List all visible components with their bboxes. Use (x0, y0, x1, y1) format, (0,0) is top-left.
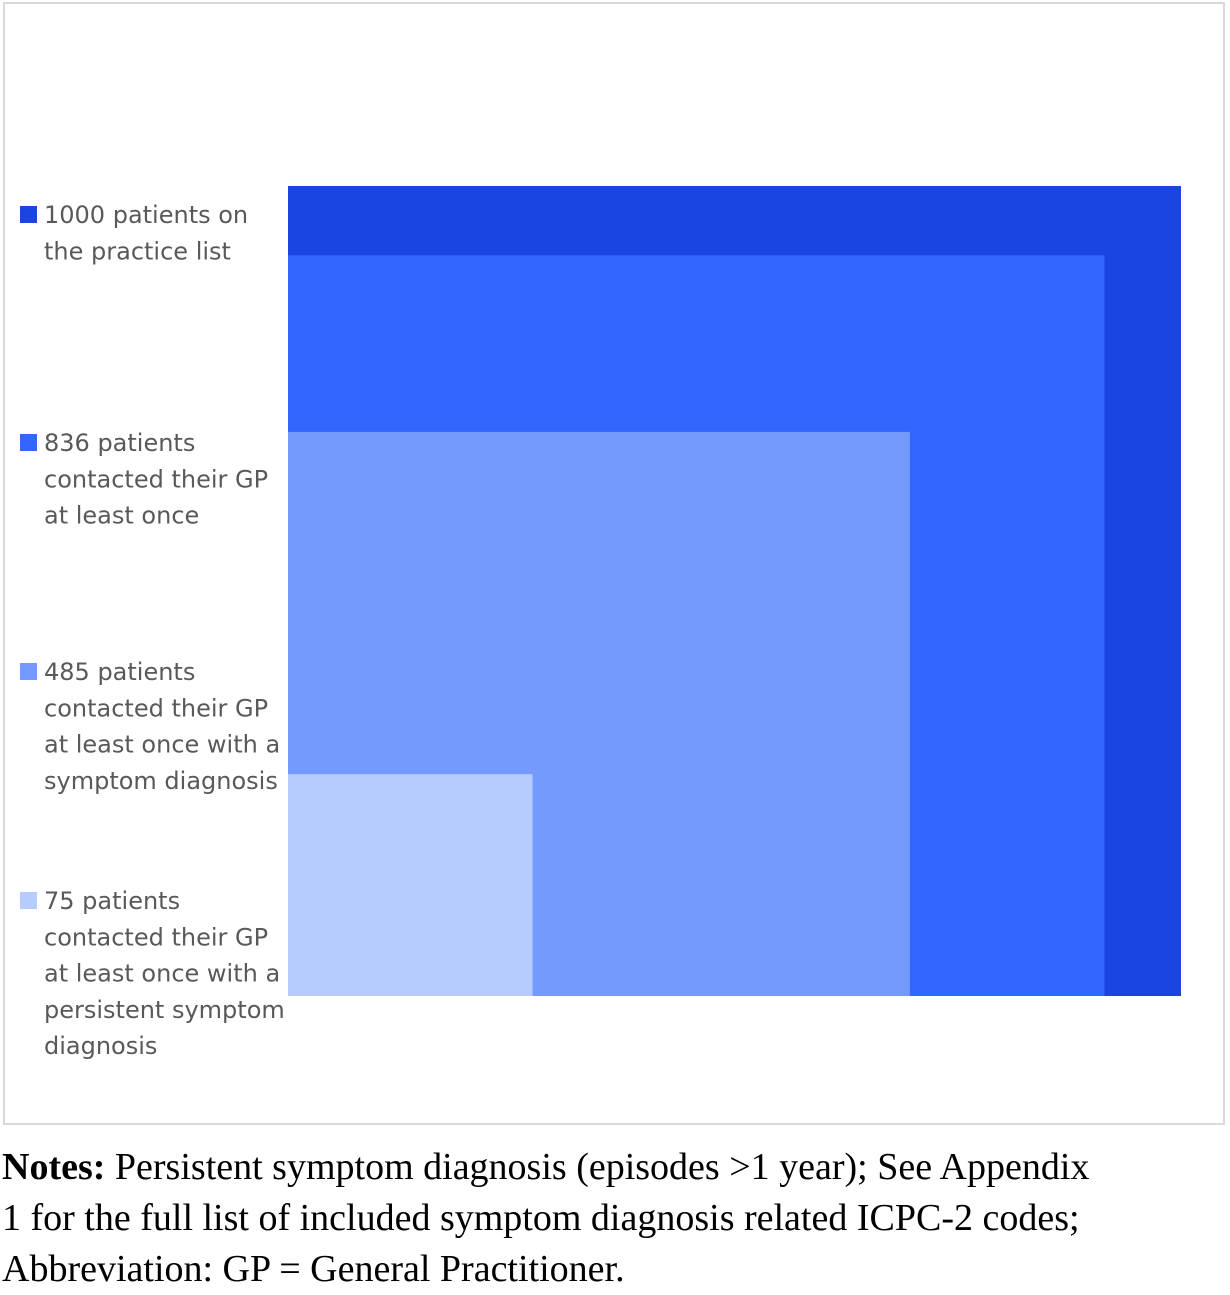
legend-label-0: 1000 patients on the practice list (44, 201, 248, 265)
legend-marker-3 (20, 892, 37, 909)
square-3 (288, 774, 533, 996)
legend-marker-0 (20, 206, 37, 223)
chart-legend: 1000 patients on the practice list 836 pat… (20, 201, 285, 1060)
notes-label: Notes: (2, 1146, 106, 1188)
chart-area: 1000 patients on the practice list 836 pat… (20, 186, 1181, 1060)
legend-label-1: 836 patients contacted their GP at least o… (44, 429, 268, 530)
figure-notes: Notes: Persistent symptom diagnosis (epi… (2, 1142, 1228, 1295)
notes-line-2: 1 for the full list of included symptom … (2, 1197, 1080, 1239)
notes-line-3: Abbreviation: GP = General Practitioner. (2, 1248, 625, 1290)
legend-marker-2 (20, 663, 37, 680)
legend-marker-1 (20, 434, 37, 451)
notes-line-1: Persistent symptom diagnosis (episodes >… (114, 1146, 1090, 1188)
legend-label-3: 75 patients contacted their GP at least on… (44, 887, 285, 1060)
chart-squares (288, 186, 1181, 997)
legend-label-2: 485 patients contacted their GP at least o… (44, 658, 280, 795)
